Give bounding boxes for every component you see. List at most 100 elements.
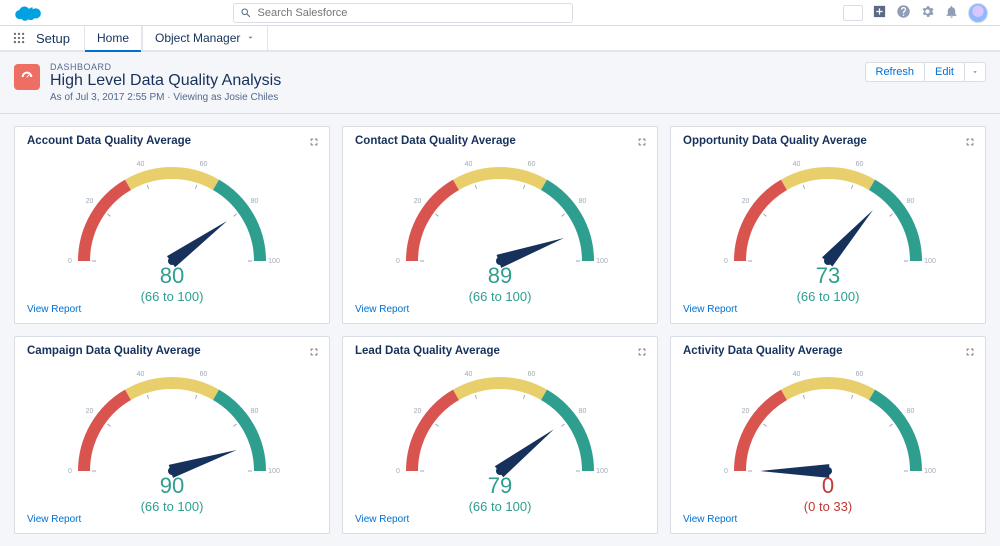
- dashboard-grid: Account Data Quality Average 02040608010…: [0, 114, 1000, 546]
- svg-text:20: 20: [414, 408, 422, 415]
- card-title: Campaign Data Quality Average: [27, 345, 317, 357]
- salesforce-logo-icon: [12, 3, 42, 23]
- svg-text:40: 40: [793, 161, 801, 168]
- page-titles: DASHBOARD High Level Data Quality Analys…: [50, 62, 281, 103]
- svg-text:40: 40: [465, 161, 473, 168]
- gauge-chart: 020406080100: [42, 361, 302, 491]
- gauge-chart: 020406080100: [370, 151, 630, 281]
- svg-text:40: 40: [465, 371, 473, 378]
- svg-text:80: 80: [907, 198, 915, 205]
- dashboard-card: Opportunity Data Quality Average 0204060…: [670, 126, 986, 324]
- view-report-link[interactable]: View Report: [683, 304, 973, 315]
- gauge-value: 79: [355, 473, 645, 499]
- svg-text:20: 20: [86, 198, 94, 205]
- gauge-value: 80: [27, 263, 317, 289]
- dashboard-card: Activity Data Quality Average 0204060801…: [670, 336, 986, 534]
- gauge-value: 0: [683, 473, 973, 499]
- svg-text:80: 80: [251, 408, 259, 415]
- tab-home[interactable]: Home: [84, 26, 142, 50]
- gauge-value-block: 73 (66 to 100): [683, 263, 973, 304]
- app-switcher-box[interactable]: [843, 5, 863, 21]
- svg-text:80: 80: [579, 198, 587, 205]
- app-launcher-icon[interactable]: [12, 26, 26, 50]
- tab-object-manager-label: Object Manager: [155, 31, 240, 45]
- settings-gear-icon[interactable]: [920, 4, 935, 22]
- gauge-range: (66 to 100): [355, 289, 645, 304]
- chevron-down-icon: [246, 31, 255, 45]
- avatar[interactable]: [968, 3, 988, 23]
- svg-text:40: 40: [137, 371, 145, 378]
- card-title: Account Data Quality Average: [27, 135, 317, 147]
- expand-icon[interactable]: [637, 135, 647, 150]
- more-actions-button[interactable]: [965, 62, 986, 82]
- gauge-value-block: 79 (66 to 100): [355, 473, 645, 514]
- gauge-chart: 020406080100: [698, 361, 958, 491]
- view-report-link[interactable]: View Report: [355, 514, 645, 525]
- page-eyebrow: DASHBOARD: [50, 62, 281, 72]
- view-report-link[interactable]: View Report: [27, 514, 317, 525]
- svg-text:40: 40: [793, 371, 801, 378]
- dashboard-card: Lead Data Quality Average 020406080100 7…: [342, 336, 658, 534]
- view-report-link[interactable]: View Report: [27, 304, 317, 315]
- gauge-range: (66 to 100): [355, 499, 645, 514]
- dashboard-card: Contact Data Quality Average 02040608010…: [342, 126, 658, 324]
- gauge-chart: 020406080100: [698, 151, 958, 281]
- gauge-chart: 020406080100: [42, 151, 302, 281]
- svg-text:20: 20: [86, 408, 94, 415]
- svg-text:40: 40: [137, 161, 145, 168]
- gauge-value-block: 89 (66 to 100): [355, 263, 645, 304]
- app-name: Setup: [36, 26, 84, 50]
- page-actions: Refresh Edit: [865, 62, 987, 82]
- gauge-value: 73: [683, 263, 973, 289]
- svg-text:80: 80: [251, 198, 259, 205]
- global-header: [0, 0, 1000, 26]
- context-bar: Setup Home Object Manager: [0, 26, 1000, 52]
- tab-home-label: Home: [97, 31, 129, 45]
- gauge-value-block: 90 (66 to 100): [27, 473, 317, 514]
- svg-text:20: 20: [414, 198, 422, 205]
- svg-text:60: 60: [856, 371, 864, 378]
- gauge-value-block: 80 (66 to 100): [27, 263, 317, 304]
- svg-text:60: 60: [528, 161, 536, 168]
- tab-object-manager[interactable]: Object Manager: [142, 26, 268, 50]
- gauge-range: (66 to 100): [27, 289, 317, 304]
- svg-text:20: 20: [742, 408, 750, 415]
- page-meta: As of Jul 3, 2017 2:55 PM · Viewing as J…: [50, 92, 281, 103]
- dashboard-card: Account Data Quality Average 02040608010…: [14, 126, 330, 324]
- edit-button[interactable]: Edit: [925, 62, 965, 82]
- svg-text:60: 60: [856, 161, 864, 168]
- svg-text:20: 20: [742, 198, 750, 205]
- global-search[interactable]: [233, 3, 573, 23]
- gauge-range: (66 to 100): [683, 289, 973, 304]
- svg-text:60: 60: [200, 371, 208, 378]
- add-icon[interactable]: [872, 4, 887, 22]
- card-title: Opportunity Data Quality Average: [683, 135, 973, 147]
- page-header: DASHBOARD High Level Data Quality Analys…: [0, 52, 1000, 114]
- gauge-value-block: 0 (0 to 33): [683, 473, 973, 514]
- expand-icon[interactable]: [309, 345, 319, 360]
- caret-down-icon: [971, 68, 979, 76]
- gauge-range: (66 to 100): [27, 499, 317, 514]
- refresh-button[interactable]: Refresh: [865, 62, 926, 82]
- search-icon: [240, 7, 252, 19]
- dashboard-badge-icon: [14, 64, 40, 90]
- expand-icon[interactable]: [965, 135, 975, 150]
- header-utility-icons: [843, 3, 988, 23]
- notifications-bell-icon[interactable]: [944, 4, 959, 22]
- svg-text:80: 80: [907, 408, 915, 415]
- svg-text:60: 60: [200, 161, 208, 168]
- gauge-chart: 020406080100: [370, 361, 630, 491]
- expand-icon[interactable]: [965, 345, 975, 360]
- expand-icon[interactable]: [637, 345, 647, 360]
- gauge-range: (0 to 33): [683, 499, 973, 514]
- page-title: High Level Data Quality Analysis: [50, 72, 281, 90]
- dashboard-card: Campaign Data Quality Average 0204060801…: [14, 336, 330, 534]
- view-report-link[interactable]: View Report: [683, 514, 973, 525]
- expand-icon[interactable]: [309, 135, 319, 150]
- card-title: Contact Data Quality Average: [355, 135, 645, 147]
- card-title: Activity Data Quality Average: [683, 345, 973, 357]
- search-input[interactable]: [258, 7, 566, 19]
- view-report-link[interactable]: View Report: [355, 304, 645, 315]
- svg-text:80: 80: [579, 408, 587, 415]
- help-icon[interactable]: [896, 4, 911, 22]
